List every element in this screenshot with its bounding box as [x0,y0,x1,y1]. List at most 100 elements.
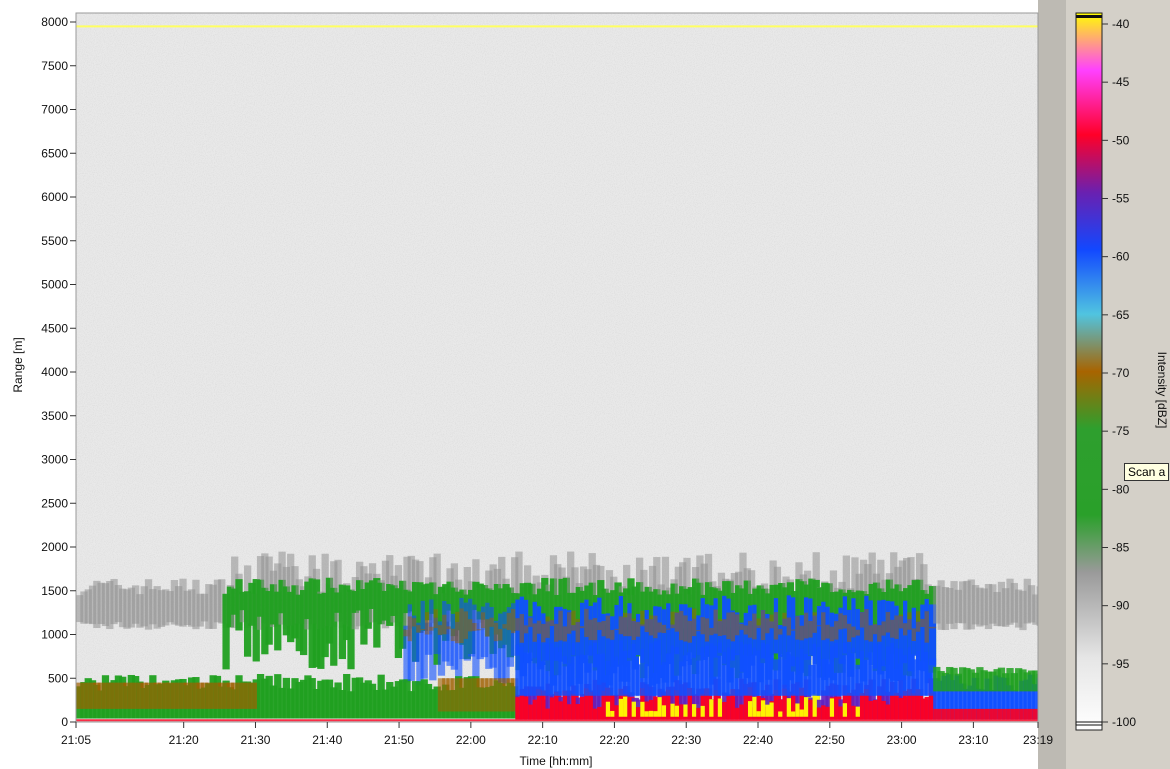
echo-cell [446,603,454,666]
echo-cell [175,682,183,709]
echo-cell [1027,670,1036,692]
echo-cell [239,591,247,611]
echo-cell [657,697,665,717]
echo-cell [489,617,497,627]
echo-cell [196,593,204,627]
echo-cell [791,597,799,667]
echo-cell [519,646,527,696]
echo-cell [954,589,962,623]
echo-cell [963,580,971,630]
echo-cell [868,625,876,642]
echo-cell [834,643,842,696]
echo-cell [485,678,493,712]
colorbar-tick-label: -75 [1112,424,1130,438]
echo-cell [989,708,997,720]
echo-cell [455,611,463,644]
echo-cell [967,708,975,720]
echo-cell [218,682,226,709]
echo-cell [455,678,463,712]
echo-cell [205,584,213,629]
echo-cell [722,619,730,636]
echo-cell [312,688,321,719]
echo-cell [963,688,971,720]
echo-cell [347,691,355,719]
echo-cell [411,618,420,627]
echo-cell [1023,672,1031,692]
echo-cell [971,677,980,720]
y-axis: 0 500 1000 1500 2000 2500 3000 3500 4000 4500 5000… [41,15,76,729]
echo-cell [890,643,898,696]
echo-cell [778,699,786,720]
echo-cell [93,580,101,629]
echo-cell [511,608,519,634]
echo-cell [536,640,545,696]
colorbar-tick-label: -40 [1112,17,1130,31]
echo-cell [579,696,588,720]
x-tick-label: 23:19 [1023,733,1053,747]
echo-cell [321,553,329,629]
echo-cell [635,664,644,696]
echo-cell [700,705,708,717]
echo-cell [166,682,174,709]
echo-cell [674,647,682,696]
echo-cell [631,701,639,717]
echo-cell [726,647,734,696]
echo-cell [368,580,377,609]
colorbar-min-marker[interactable] [1075,721,1103,726]
echo-cell [847,652,855,696]
echo-cell [511,557,519,625]
echo-cell [567,610,575,687]
echo-cell [635,707,644,720]
echo-cell [717,698,726,717]
echo-cell [1015,691,1023,720]
x-tick-label: 21:30 [240,733,270,747]
echo-cell [299,590,308,656]
echo-cell [640,701,648,717]
echo-cell [847,609,855,677]
echo-cell [200,593,209,622]
echo-cell [971,585,980,625]
echo-cell [571,610,579,631]
echo-cell [696,707,704,720]
echo-cell [243,682,252,709]
echo-cell [885,704,894,720]
echo-cell [898,698,906,720]
echo-cell [885,612,894,633]
y-tick-label: 3000 [41,453,68,467]
colorbar-max-marker[interactable] [1076,15,1102,18]
echo-cell [153,586,161,629]
echo-cell [976,688,984,720]
echo-cell [1036,673,1038,692]
echo-cell [407,616,415,642]
plot-area [76,13,1038,722]
echo-cell [287,591,295,643]
echo-cell [489,606,497,668]
echo-cell [679,661,687,696]
echo-cell [735,707,743,720]
echo-cell [463,678,471,712]
echo-cell [373,689,381,719]
echo-cell [287,688,295,719]
echo-cell [679,684,687,720]
echo-cell [93,682,101,709]
echo-cell [696,615,704,656]
echo-cell [256,579,265,617]
echo-cell [416,681,424,719]
echo-cell [140,682,148,709]
echo-cell [106,682,114,709]
side-panel-divider [1038,0,1066,769]
echo-cell [545,616,553,638]
echo-cell [782,659,790,696]
colorbar: -40 -45 -50 -55 -60 -65 -70 -75 -80 -85 -90 -95 -100… [1075,12,1169,731]
echo-cell [200,682,209,709]
echo-cell [803,654,812,696]
echo-cell [786,595,794,681]
echo-cell [644,664,652,696]
echo-cell [450,587,459,637]
echo-cell [325,577,334,644]
echo-cell [898,614,906,629]
echo-cell [528,704,536,720]
echo-cell [450,628,459,642]
echo-cell [782,688,790,720]
echo-cell [545,643,553,696]
